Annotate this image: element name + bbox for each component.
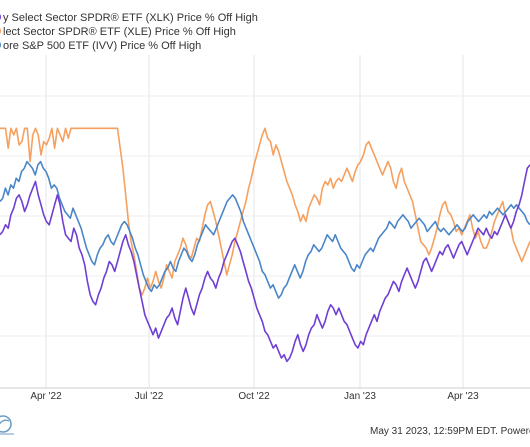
x-tick-label-jul-22: Jul '22 <box>135 391 164 402</box>
x-tick-label-apr-22: Apr '22 <box>30 391 62 402</box>
legend-label-ivv: ore S&P 500 ETF (IVV) Price % Off High <box>3 40 201 52</box>
x-tick-label-oct-22: Oct '22 <box>238 391 270 402</box>
x-tick-label-apr-23: Apr '23 <box>447 391 479 402</box>
legend-marker-xlk <box>0 14 1 20</box>
legend-marker-xle <box>0 28 1 34</box>
series-line-xlk <box>0 164 530 363</box>
legend-marker-ivv <box>0 42 1 48</box>
x-axis-ticks: Apr '22 Jul '22 Oct '22 Jan '23 Apr '23 <box>30 391 479 402</box>
footer-timestamp: May 31 2023, 12:59PM EDT. Powered by <box>370 426 530 437</box>
legend-label-xle: lect Sector SPDR® ETF (XLE) Price % Off … <box>3 26 236 38</box>
brand-logo <box>0 415 14 435</box>
series-group <box>0 127 530 363</box>
x-tick-label-jan-23: Jan '23 <box>344 391 376 402</box>
legend-label-xlk: y Select Sector SPDR® ETF (XLK) Price % … <box>3 12 258 24</box>
series-line-ivv <box>0 160 530 299</box>
series-line-xle <box>0 127 530 296</box>
gridlines <box>0 55 530 388</box>
chart-legend: y Select Sector SPDR® ETF (XLK) Price % … <box>0 12 258 52</box>
